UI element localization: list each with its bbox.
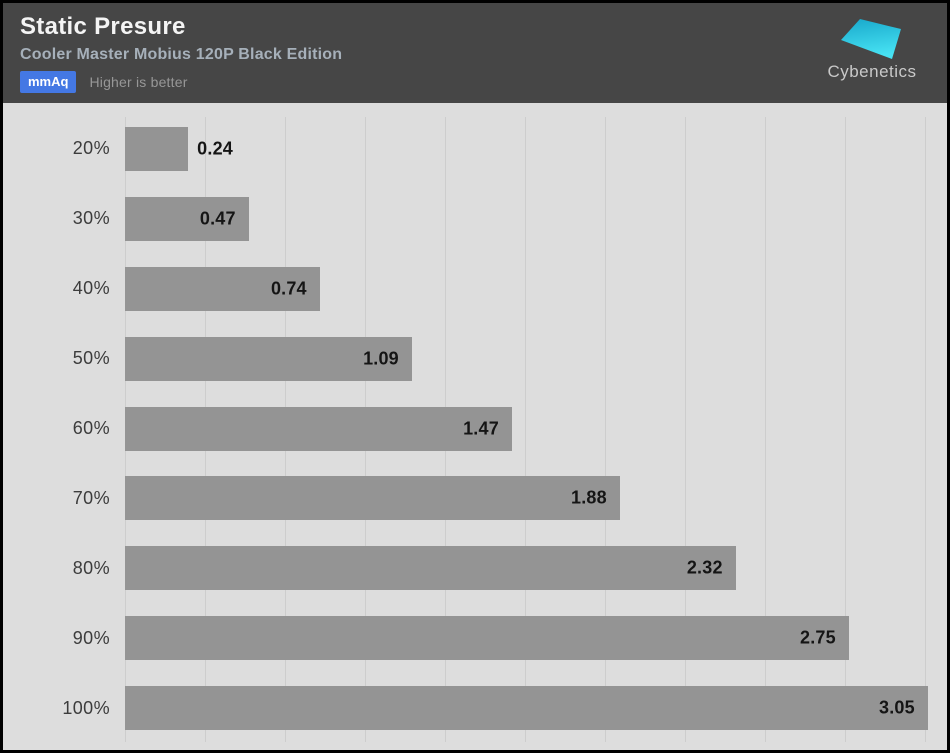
bar-row: 90% 2.75 — [3, 603, 947, 673]
chart-header: Static Presure Cooler Master Mobius 120P… — [3, 3, 947, 103]
bar-row: 20% 0.24 — [3, 114, 947, 184]
bar-chart: 20% 0.24 30% 0.47 40% 0.74 50% 1.09 60% 1.47 70% 1.… — [3, 103, 947, 750]
value-label: 0.74 — [270, 278, 307, 299]
category-label: 70% — [72, 487, 110, 508]
category-label: 30% — [72, 208, 110, 229]
bar-track: 1.47 — [125, 406, 941, 451]
bar-track: 1.09 — [125, 336, 941, 381]
bar-row: 50% 1.09 — [3, 324, 947, 394]
bar-track: 0.47 — [125, 196, 941, 241]
bar-row: 80% 2.32 — [3, 533, 947, 603]
category-label: 60% — [72, 418, 110, 438]
unit-badge: mmAq — [20, 71, 77, 94]
value-label: 3.05 — [878, 697, 915, 718]
bar: 2.75 — [125, 616, 849, 661]
bar: 0.74 — [125, 266, 320, 311]
bar-rows: 20% 0.24 30% 0.47 40% 0.74 50% 1.09 60% 1.47 70% 1.… — [3, 103, 947, 750]
bar-track: 0.74 — [125, 266, 941, 311]
bar: 0.24 — [125, 126, 233, 171]
category-label: 50% — [72, 348, 110, 369]
bar-track: 0.24 — [125, 126, 941, 171]
bar-track: 1.88 — [125, 476, 941, 521]
bar-row: 30% 0.47 — [3, 184, 947, 254]
bar: 2.32 — [125, 546, 736, 591]
chart-title: Static Presure — [20, 13, 186, 40]
bar-track: 2.75 — [125, 616, 941, 661]
value-label: 1.09 — [363, 348, 399, 369]
value-label: 0.47 — [199, 208, 236, 229]
bar: 0.47 — [125, 196, 249, 241]
bar-row: 60% 1.47 — [3, 394, 947, 464]
cybenetics-logo-icon — [841, 19, 901, 59]
bar: 1.47 — [125, 406, 512, 451]
chart-meta-row: mmAq Higher is better — [20, 71, 931, 94]
category-label: 80% — [72, 557, 110, 578]
bar-row: 40% 0.74 — [3, 254, 947, 324]
bar-track: 2.32 — [125, 546, 941, 591]
higher-is-better-note: Higher is better — [89, 74, 188, 91]
bar-row: 100% 3.05 — [3, 673, 947, 743]
chart-subtitle: Cooler Master Mobius 120P Black Edition — [20, 46, 343, 64]
bar-row: 70% 1.88 — [3, 463, 947, 533]
category-label: 40% — [72, 278, 110, 299]
value-label: 1.88 — [571, 487, 607, 508]
value-label: 0.24 — [197, 138, 234, 159]
category-label: 20% — [72, 138, 110, 159]
value-label: 1.47 — [463, 418, 499, 438]
value-label: 2.32 — [686, 557, 723, 578]
bar: 3.05 — [125, 686, 928, 731]
bar: 1.88 — [125, 476, 620, 521]
value-label: 2.75 — [800, 627, 836, 648]
bar: 1.09 — [125, 336, 412, 381]
category-label: 100% — [62, 697, 110, 718]
bar-track: 3.05 — [125, 686, 941, 731]
cybenetics-logo: Cybenetics — [807, 9, 937, 82]
category-label: 90% — [72, 627, 110, 648]
cybenetics-logo-text: Cybenetics — [827, 62, 917, 81]
